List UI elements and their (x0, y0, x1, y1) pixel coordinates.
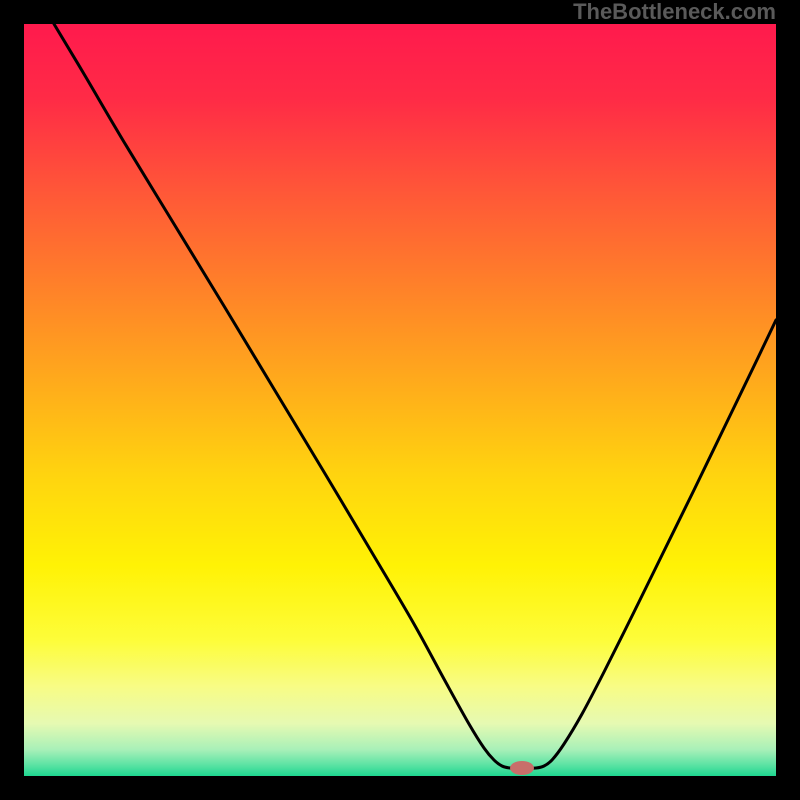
chart-plot-area (24, 24, 776, 776)
attribution-text: TheBottleneck.com (573, 0, 776, 24)
bottleneck-marker (510, 761, 534, 775)
bottleneck-chart (24, 24, 776, 776)
chart-background (24, 24, 776, 776)
